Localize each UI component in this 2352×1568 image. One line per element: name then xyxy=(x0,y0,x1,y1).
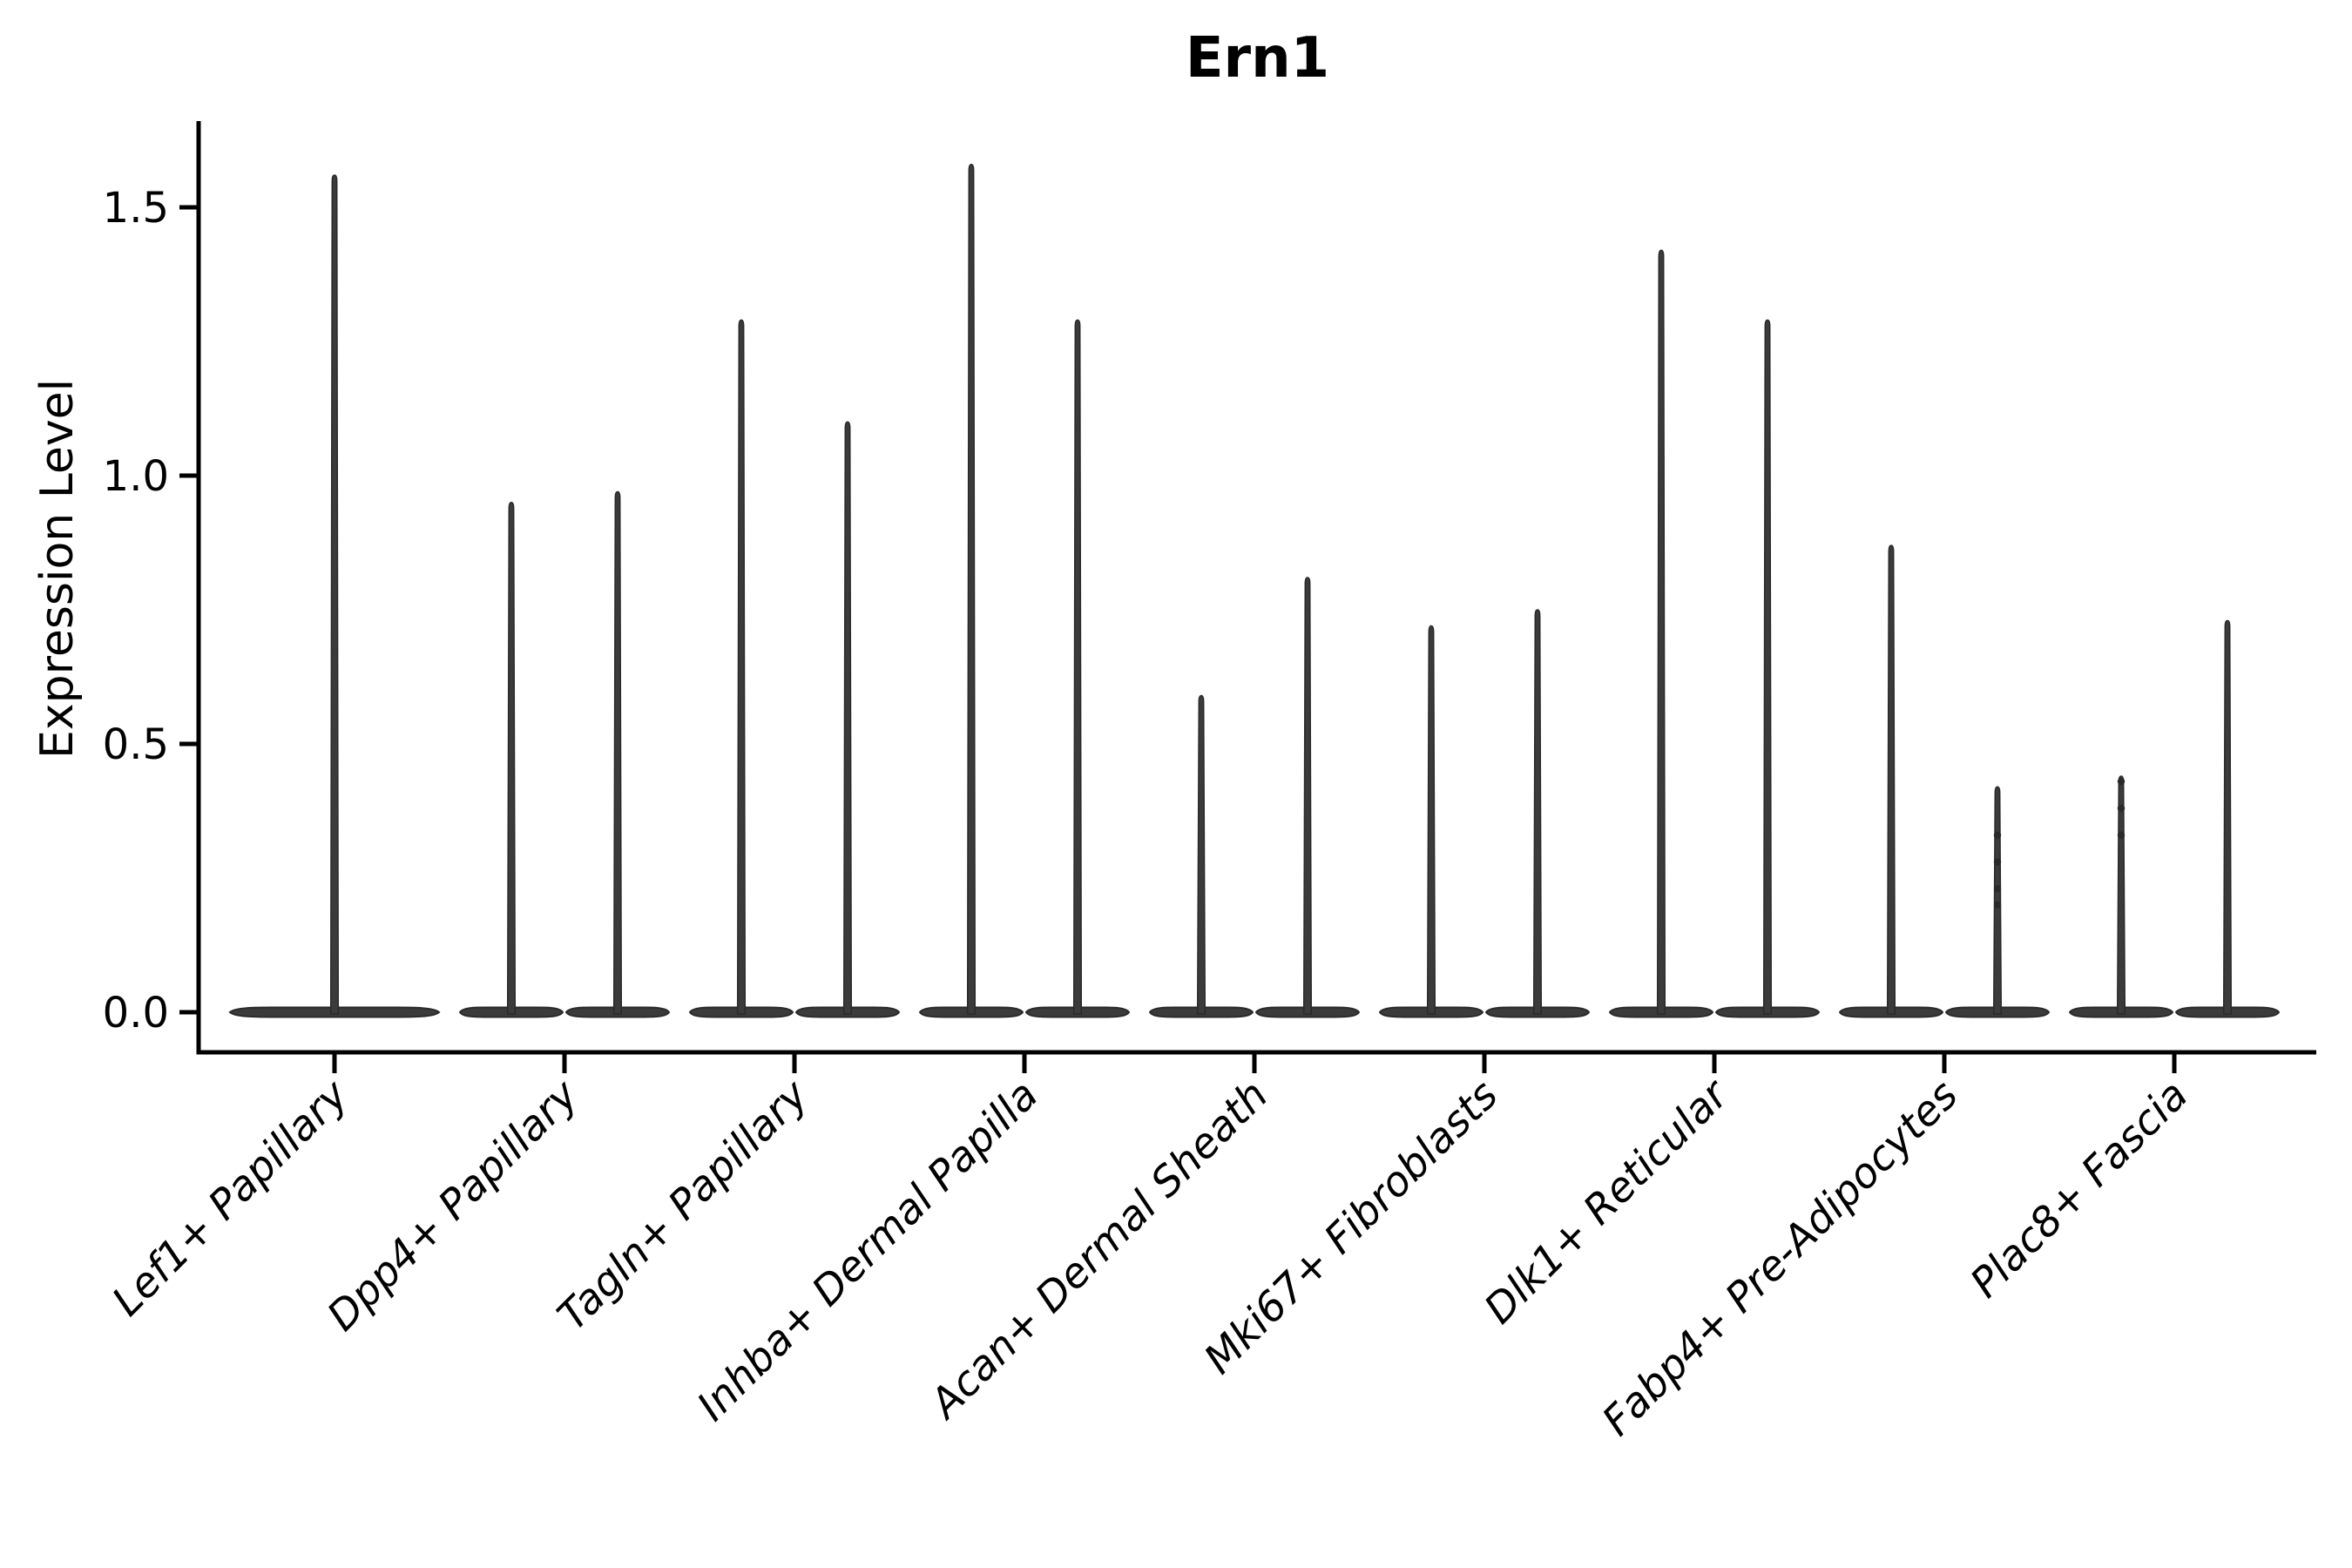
violin-6-1-spike xyxy=(1762,319,1773,1015)
y-tick-label-3: 1.5 xyxy=(103,184,169,233)
y-tick-label-1: 0.5 xyxy=(103,720,169,769)
cell-point-1-0 xyxy=(2117,777,2126,786)
violin-3-0-spike xyxy=(966,163,977,1015)
chart-title: Ern1 xyxy=(1185,26,1330,91)
cell-point-0-0 xyxy=(1993,831,2002,839)
cell-point-0-3 xyxy=(1993,901,2002,909)
cell-point-1-2 xyxy=(2117,831,2126,839)
violin-8-1-spike xyxy=(2222,619,2233,1015)
x-tick-label-2: Tagln+ Papillary xyxy=(549,1071,819,1341)
violin-1-0-spike xyxy=(506,502,517,1015)
x-tick-label-0: Lef1+ Papillary xyxy=(103,1071,358,1326)
cell-point-0-2 xyxy=(1993,885,2002,893)
cell-point-1-1 xyxy=(2117,804,2126,813)
x-tick-label-1: Dpp4+ Papillary xyxy=(318,1071,588,1341)
violin-1-1-spike xyxy=(612,490,623,1015)
violin-4-0-spike xyxy=(1196,694,1206,1015)
violin-0-0-spike xyxy=(329,174,340,1015)
y-tick-label-2: 1.0 xyxy=(103,452,169,501)
y-tick-label-0: 0.0 xyxy=(103,989,169,1037)
x-tick-label-6: Dlk1+ Reticular xyxy=(1476,1070,1740,1334)
violin-2-1-spike xyxy=(842,421,853,1015)
violin-4-1-spike xyxy=(1302,577,1313,1015)
violin-7-0-spike xyxy=(1886,544,1896,1015)
violin-2-0-spike xyxy=(736,319,747,1015)
violin-3-1-spike xyxy=(1072,319,1083,1015)
violin-5-0-spike xyxy=(1426,625,1436,1015)
violin-6-0-spike xyxy=(1656,249,1666,1015)
cell-point-0-1 xyxy=(1993,858,2002,866)
violin-5-1-spike xyxy=(1532,609,1543,1015)
violin-7-1-spike xyxy=(1992,786,2003,1015)
x-tick-label-8: Plac8+ Fascia xyxy=(1961,1071,2197,1308)
